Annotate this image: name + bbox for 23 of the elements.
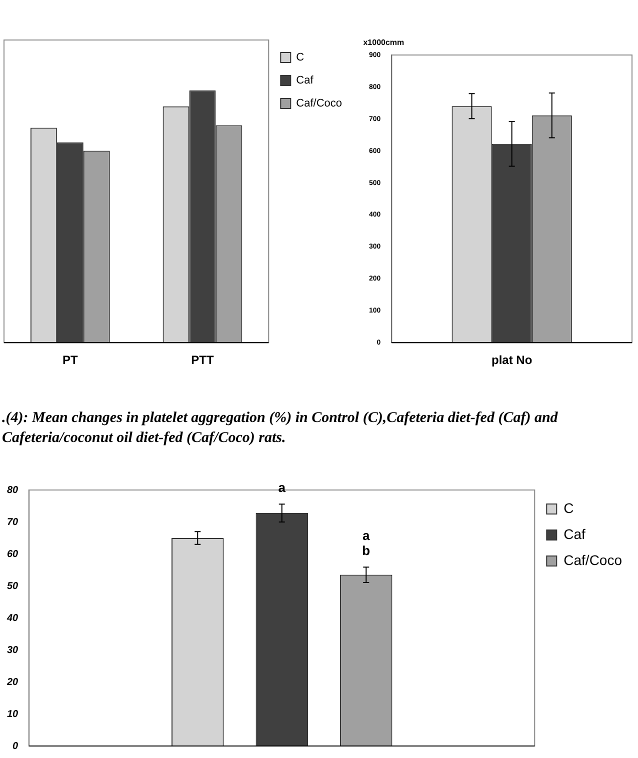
legend-label: Caf (296, 74, 314, 87)
legend-label: Caf/Coco (296, 98, 342, 110)
legend-label: C (296, 52, 304, 64)
y-tick-label: 20 (6, 676, 19, 688)
x-tick-label: PT (62, 353, 78, 368)
y-tick-label: 60 (7, 548, 19, 560)
legend-label: Caf (564, 526, 586, 542)
x-tick-label: plat No (492, 353, 532, 368)
y-tick-label: 70 (7, 516, 19, 528)
chart-title: .(4): Mean changes in platelet aggregation (%) in Control (C),Cafeteria diet-fed (Caf) and Cafeteria/coconut oil diet-fed (Caf/Coco) rats. (2, 409, 559, 448)
x-tick-label: PTT (191, 353, 214, 368)
y-tick-label: 40 (6, 612, 19, 624)
y-tick-label: 0 (12, 740, 19, 752)
annotation: b (362, 543, 370, 558)
y-tick-label: 10 (7, 708, 19, 720)
y-tick-label: 30 (7, 644, 19, 656)
annotation: a (362, 528, 371, 544)
y-tick-label: 50 (7, 580, 19, 592)
annotation: a (278, 480, 286, 496)
y-axis-title: x1000cmm (363, 38, 404, 47)
legend-label: C (564, 500, 574, 516)
y-tick-label: 80 (7, 484, 19, 496)
legend-label: Caf/Coco (564, 552, 622, 568)
